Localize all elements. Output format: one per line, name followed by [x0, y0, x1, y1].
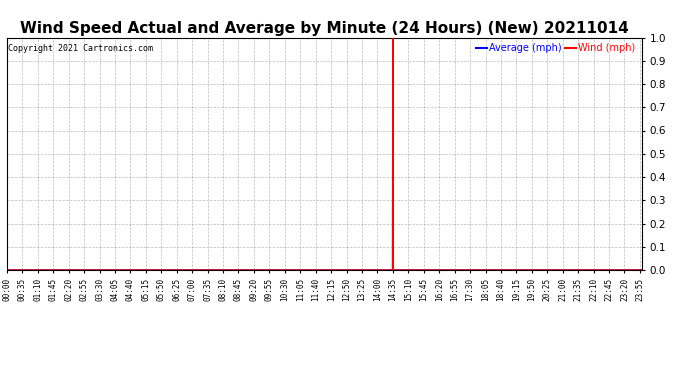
Text: Copyright 2021 Cartronics.com: Copyright 2021 Cartronics.com — [8, 45, 153, 54]
Title: Wind Speed Actual and Average by Minute (24 Hours) (New) 20211014: Wind Speed Actual and Average by Minute … — [20, 21, 629, 36]
Legend: Average (mph), Wind (mph): Average (mph), Wind (mph) — [475, 43, 635, 53]
